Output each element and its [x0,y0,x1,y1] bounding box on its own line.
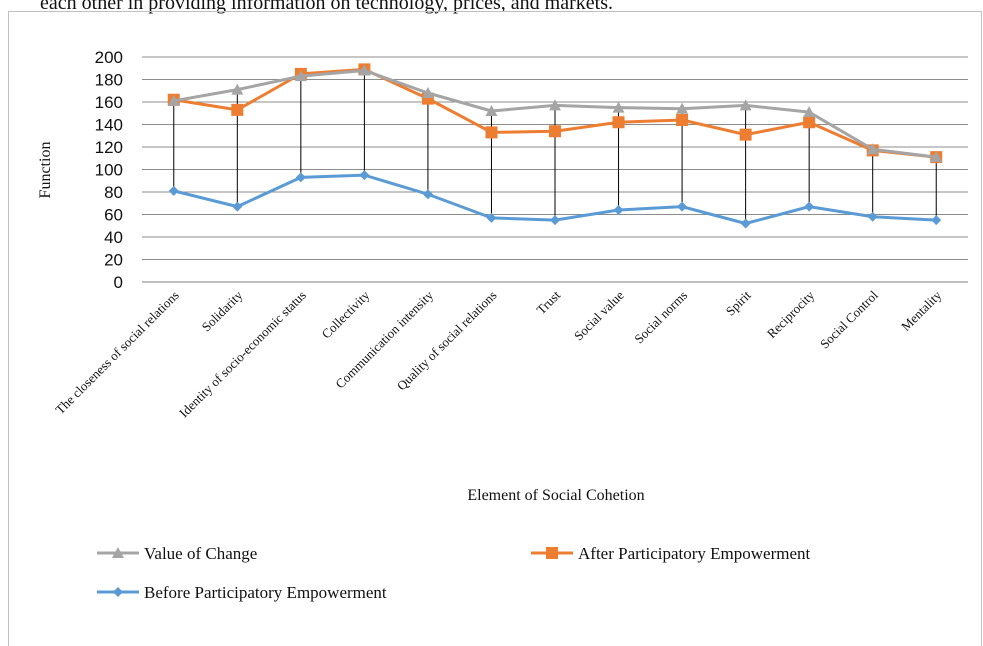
legend-label: Before Participatory Empowerment [144,583,387,602]
data-point [231,83,244,95]
data-point [866,143,879,155]
data-point [803,116,816,129]
data-point [931,215,942,226]
data-point [485,126,498,139]
series-before-participatory-empowerment [168,170,942,229]
drop-lines [173,69,937,224]
data-point [167,94,180,106]
x-tick-label: Mentality [898,287,945,334]
legend-label: After Participatory Empowerment [578,544,811,563]
x-tick-label: Identity of socio-economic status [176,288,309,421]
legend-entry: Before Participatory Empowerment [97,583,387,602]
x-tick-label: Social Control [817,287,881,351]
data-point [485,105,498,116]
x-tick-label: Social norms [631,288,690,347]
y-axis-title: Function [37,142,54,199]
x-tick-label: Trust [533,287,563,317]
y-tick-label: 160 [95,93,123,112]
data-point [612,116,625,129]
data-point [676,114,689,126]
data-point [421,87,434,98]
legend-entry: After Participatory Empowerment [531,544,811,563]
data-point [739,99,752,111]
data-point [803,106,816,118]
data-point [168,185,179,196]
legend-label: Value of Change [144,544,257,563]
y-tick-label: 80 [104,183,123,202]
data-point [930,151,943,163]
y-tick-label: 100 [95,161,123,180]
y-axis-ticks: 0 20 40 60 80 100 120 140 160 180 200 [95,48,123,292]
legend-entry: Value of Change [97,544,257,563]
data-point [358,64,371,76]
data-point [232,201,243,212]
y-tick-label: 60 [104,206,123,225]
page-top-text: each other in providing information on t… [40,0,613,14]
y-tick-label: 140 [95,116,123,135]
x-axis-title: Element of Social Cohetion [467,487,644,504]
x-axis-ticks: The closeness of social relations Solidar… [52,287,944,420]
x-tick-label: Spirit [723,287,754,318]
legend: Value of Change After Participatory Empow… [97,544,811,602]
data-point [422,189,433,200]
legend-marker [112,547,124,558]
y-tick-label: 180 [95,71,123,90]
data-point [294,70,307,82]
data-point [676,102,689,114]
x-tick-label: Collectivity [318,287,372,341]
x-tick-label: Reciprocity [764,287,818,341]
y-tick-label: 0 [114,273,123,292]
data-point [231,103,244,116]
y-tick-label: 120 [95,138,123,157]
data-point [549,125,561,138]
series-lines [167,63,943,229]
data-point [804,201,815,212]
y-tick-label: 200 [95,48,123,67]
data-point [550,215,560,226]
data-point [295,172,306,183]
series-value-of-change [167,64,943,163]
data-point [739,128,752,141]
x-tick-label: The closeness of social relations [52,288,182,418]
x-tick-label: Social value [571,287,627,343]
data-point [612,101,625,113]
data-point [359,170,370,181]
y-tick-label: 20 [104,251,123,270]
data-point [677,201,688,212]
x-tick-label: Solidarity [199,287,246,334]
data-point [613,205,624,215]
data-point [740,218,751,229]
legend-marker [546,547,558,559]
y-tick-label: 40 [104,228,123,247]
legend-marker [113,587,123,597]
data-point [867,211,878,222]
data-point [549,99,561,111]
data-point [486,212,497,223]
chart-frame [8,11,982,646]
